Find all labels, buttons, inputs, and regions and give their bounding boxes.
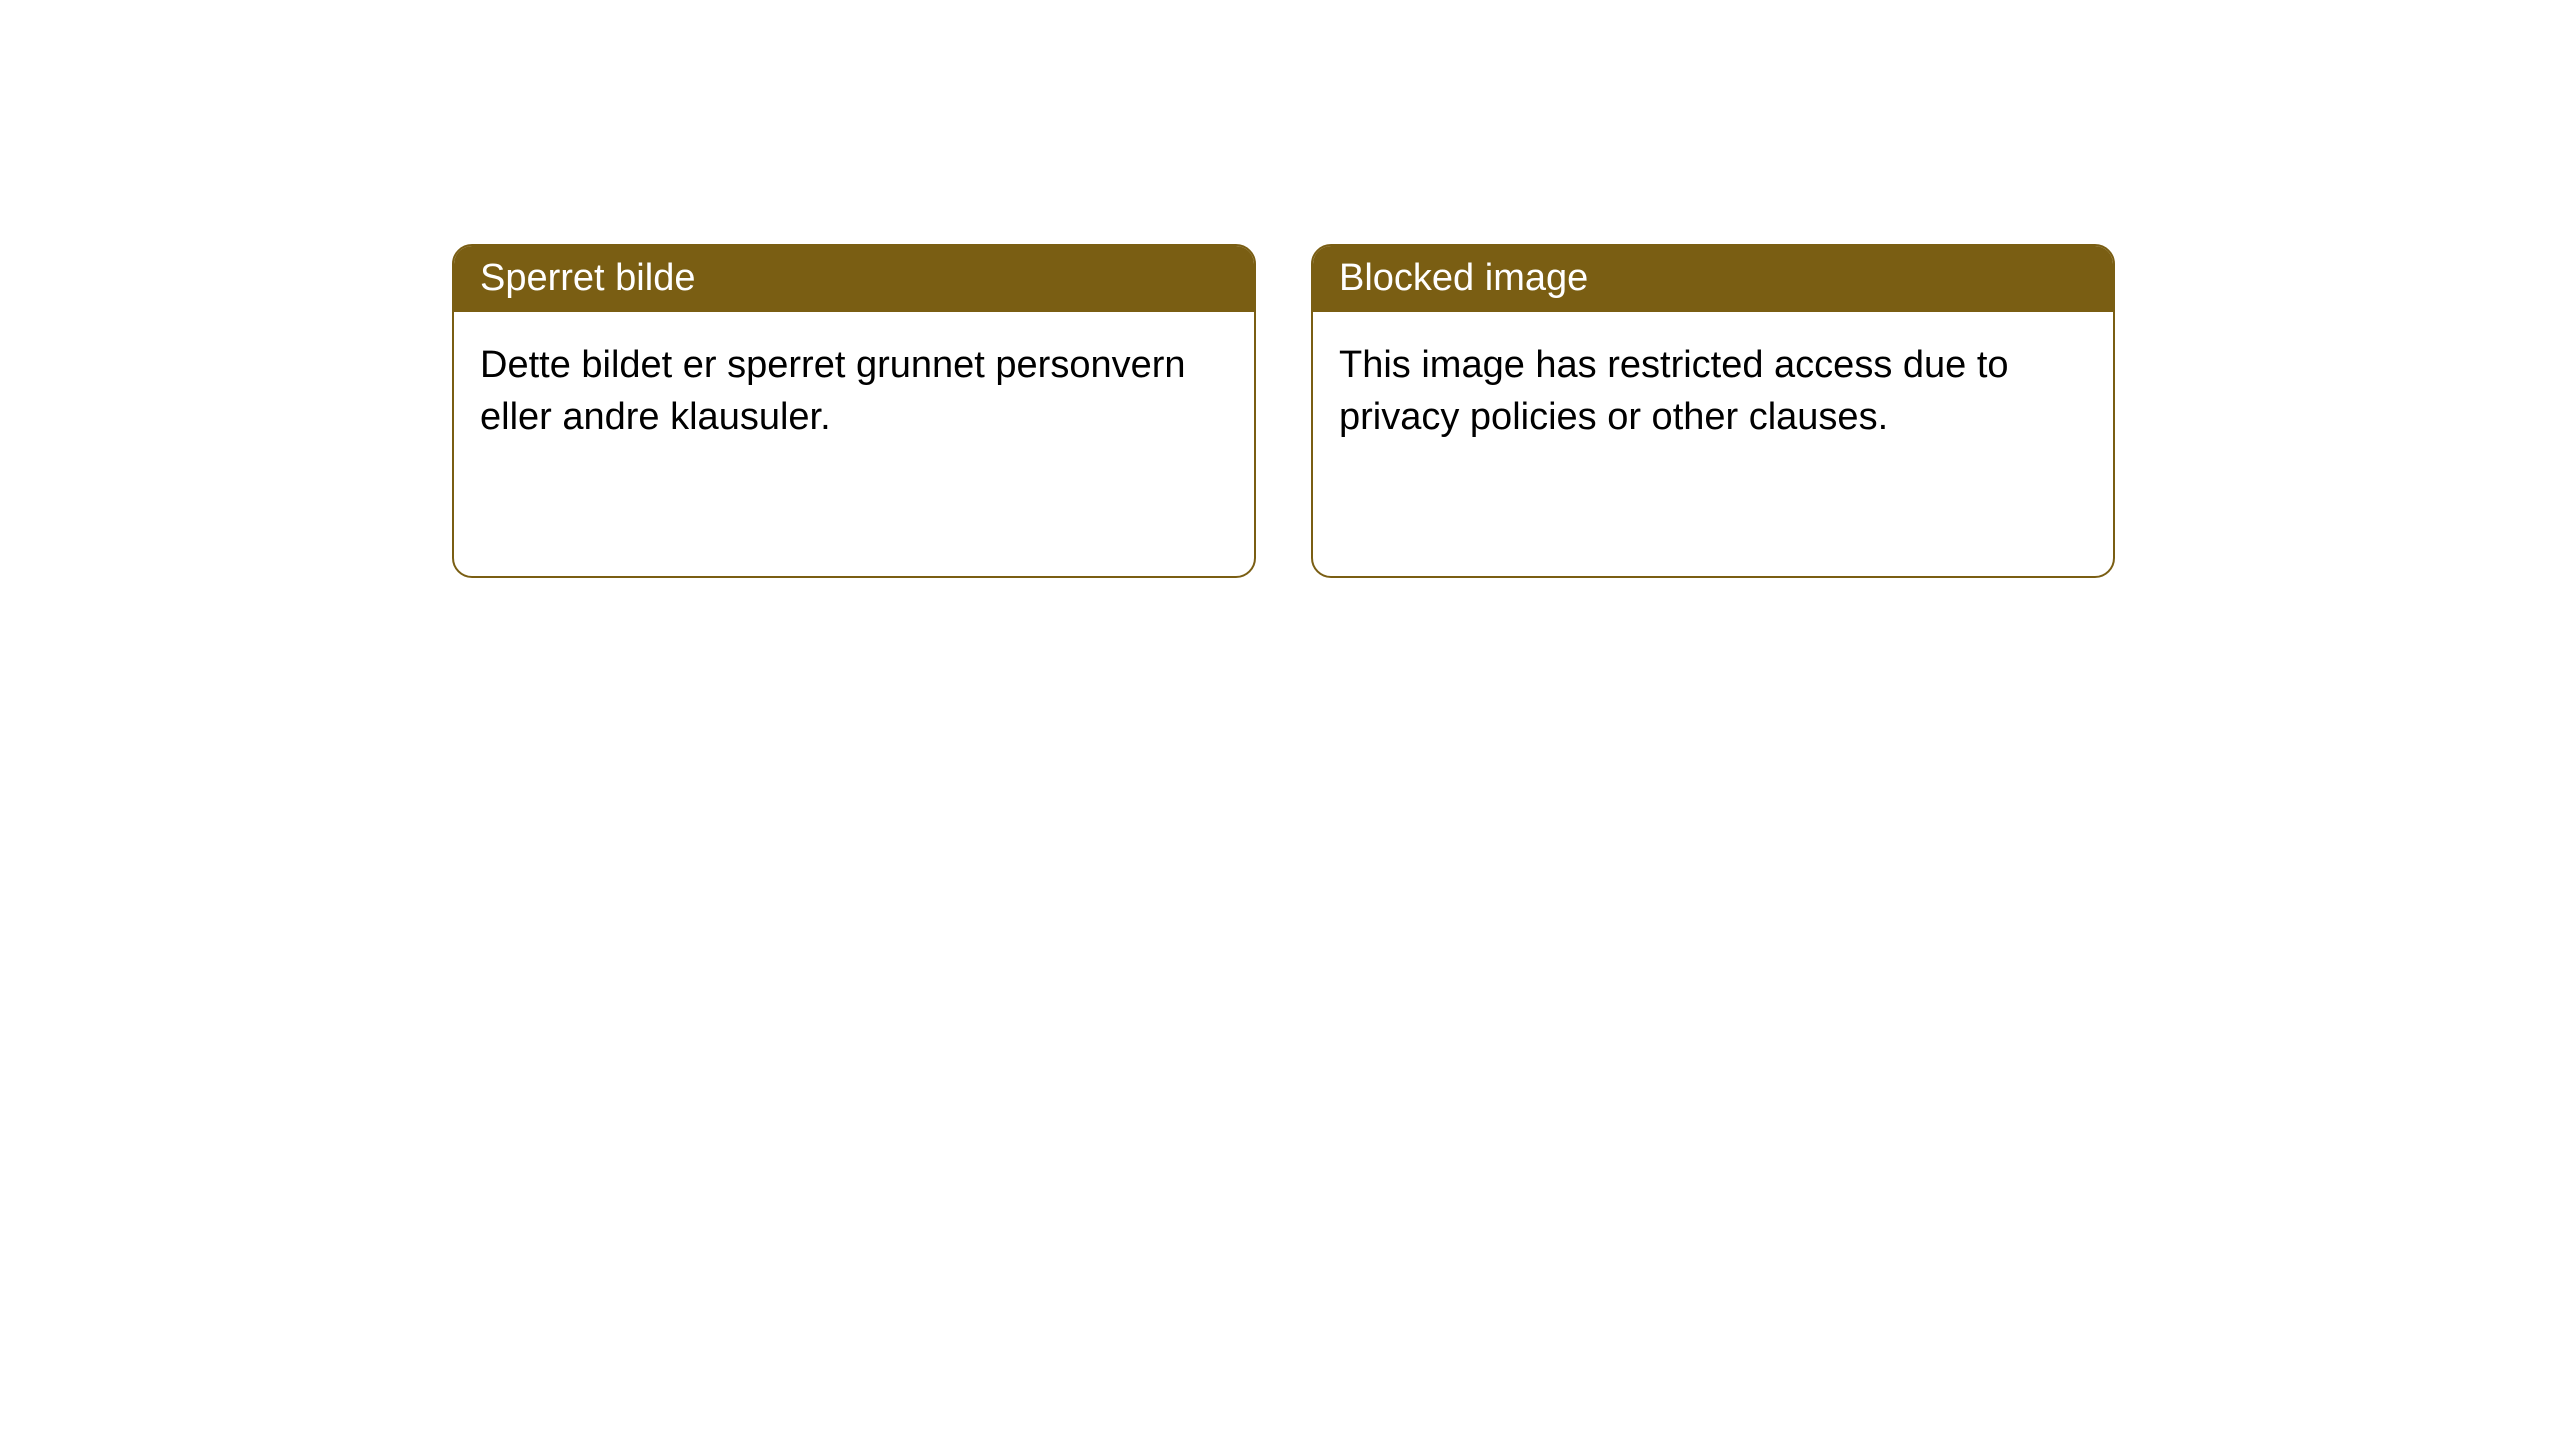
blocked-image-card-norwegian: Sperret bilde Dette bildet er sperret gr… bbox=[452, 244, 1256, 578]
card-body-text: This image has restricted access due to … bbox=[1339, 344, 2009, 438]
card-body: This image has restricted access due to … bbox=[1313, 312, 2113, 471]
card-body: Dette bildet er sperret grunnet personve… bbox=[454, 312, 1254, 471]
cards-container: Sperret bilde Dette bildet er sperret gr… bbox=[0, 0, 2560, 578]
card-title: Blocked image bbox=[1339, 257, 1588, 299]
blocked-image-card-english: Blocked image This image has restricted … bbox=[1311, 244, 2115, 578]
card-header: Sperret bilde bbox=[454, 246, 1254, 312]
card-title: Sperret bilde bbox=[480, 257, 695, 299]
card-header: Blocked image bbox=[1313, 246, 2113, 312]
card-body-text: Dette bildet er sperret grunnet personve… bbox=[480, 344, 1186, 438]
